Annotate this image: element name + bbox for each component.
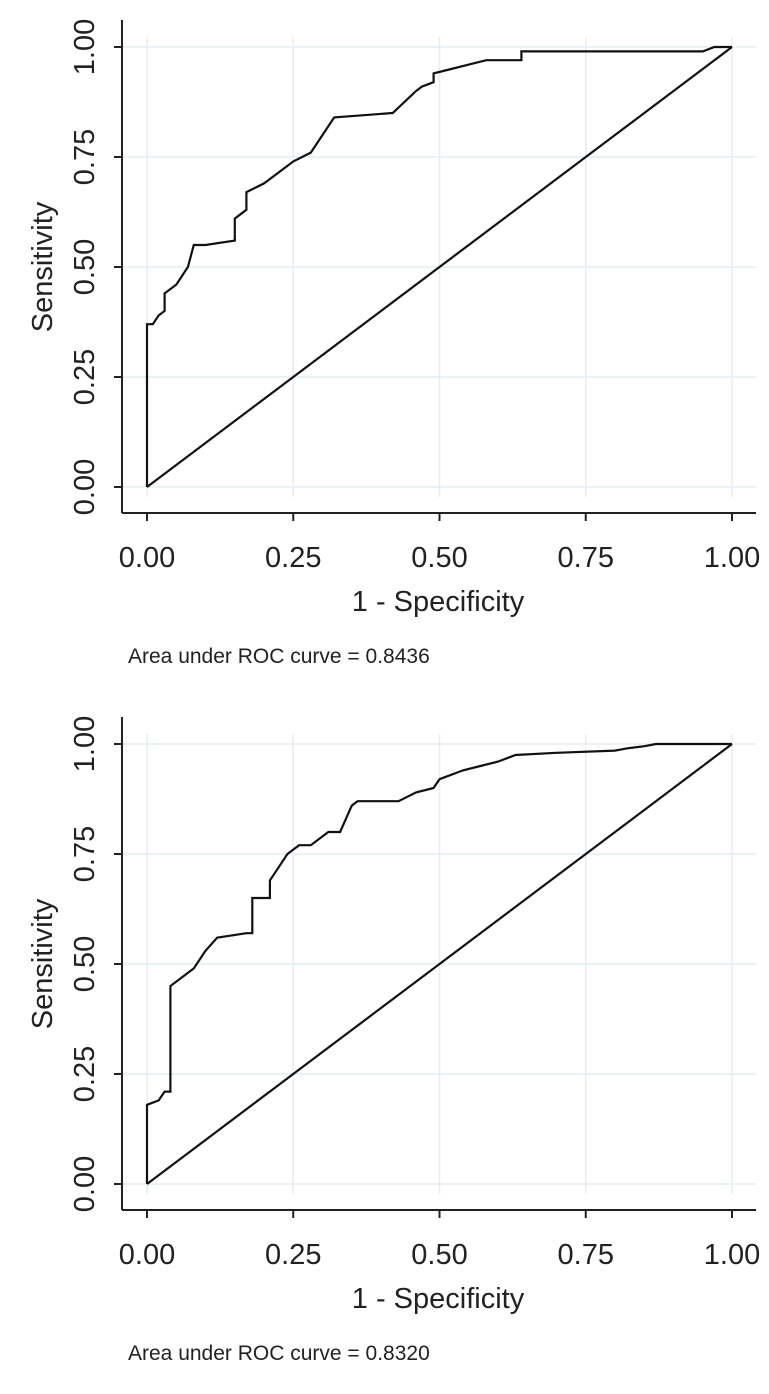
- y-tick-label: 0.25: [69, 349, 101, 405]
- y-axis-title: Sensitivity: [27, 898, 59, 1029]
- x-tick-label: 0.50: [411, 542, 467, 574]
- roc-curve-line: [145, 45, 732, 487]
- auc-note: Area under ROC curve = 0.8436: [128, 645, 430, 668]
- roc-chart-1: 0.00 0.25 0.50 0.75 1.00 0.00 0.25 0.50 0.75 1.0…: [27, 19, 760, 668]
- axes-layer: [114, 717, 756, 1218]
- y-tick-label: 0.25: [69, 1046, 101, 1102]
- roc-curve-line: [145, 742, 732, 1184]
- x-tick-label: 0.75: [558, 542, 614, 574]
- x-axis-title: 1 - Specificity: [352, 1283, 525, 1315]
- y-tick-label: 1.00: [69, 19, 101, 75]
- x-tick-label: 1.00: [704, 542, 760, 574]
- x-tick-label: 0.50: [411, 1239, 467, 1271]
- ytick-label-group: 0.00 0.25 0.50 0.75 1.00: [69, 19, 101, 515]
- series-layer: [145, 742, 733, 1185]
- y-tick-label: 0.50: [69, 936, 101, 992]
- y-tick-label: 0.75: [69, 129, 101, 185]
- roc-chart-svg-2: 0.00 0.25 0.50 0.75 1.00 0.00 0.25 0.50 0.75 1.0…: [27, 716, 760, 1365]
- x-tick-label: 0.00: [119, 542, 175, 574]
- reference-diagonal-line: [146, 46, 733, 488]
- x-tick-label: 0.00: [119, 1239, 175, 1271]
- ytick-label-group: 0.00 0.25 0.50 0.75 1.00: [69, 716, 101, 1212]
- x-tick-label: 0.25: [265, 1239, 321, 1271]
- axes-layer: [114, 20, 756, 521]
- y-axis-title: Sensitivity: [27, 201, 59, 332]
- y-tick-label: 1.00: [69, 716, 101, 772]
- roc-chart-2: 0.00 0.25 0.50 0.75 1.00 0.00 0.25 0.50 0.75 1.0…: [0, 697, 769, 1394]
- auc-note: Area under ROC curve = 0.8320: [128, 1342, 430, 1365]
- x-tick-label: 0.25: [265, 542, 321, 574]
- grid-layer: [122, 37, 756, 497]
- roc-chart-svg-1: 0.00 0.25 0.50 0.75 1.00 0.00 0.25 0.50 0.75 1.0…: [27, 19, 760, 668]
- xtick-label-group: 0.00 0.25 0.50 0.75 1.00: [119, 542, 760, 574]
- reference-diagonal-line: [146, 743, 733, 1185]
- x-tick-label: 0.75: [558, 1239, 614, 1271]
- y-tick-label: 0.50: [69, 239, 101, 295]
- y-tick-label: 0.00: [69, 459, 101, 515]
- series-layer: [145, 45, 733, 488]
- x-tick-label: 1.00: [704, 1239, 760, 1271]
- xtick-label-group: 0.00 0.25 0.50 0.75 1.00: [119, 1239, 760, 1271]
- y-tick-label: 0.75: [69, 826, 101, 882]
- x-axis-title: 1 - Specificity: [352, 586, 525, 618]
- y-tick-label: 0.00: [69, 1156, 101, 1212]
